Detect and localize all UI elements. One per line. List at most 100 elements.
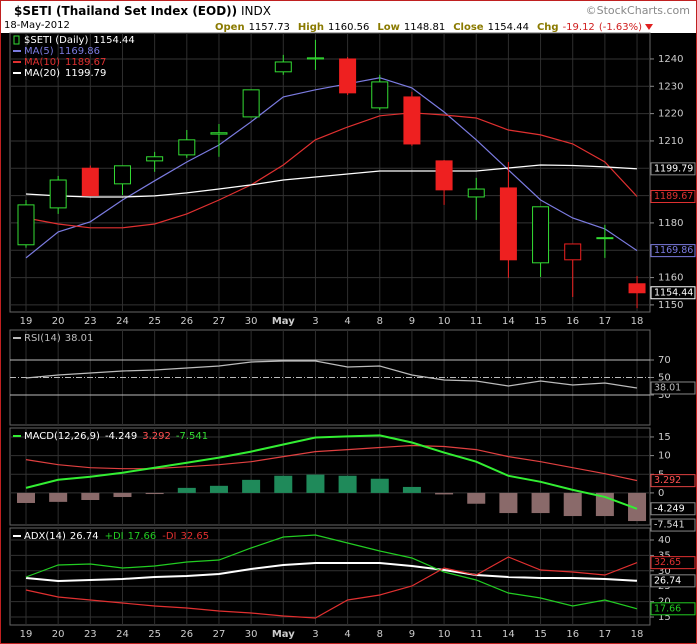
legend-entry: MA(20) 1199.79 xyxy=(24,68,106,79)
candle-body xyxy=(274,61,292,73)
x-tick-label: 18 xyxy=(631,629,644,640)
series-line xyxy=(25,360,638,389)
y-tick-label: 15 xyxy=(658,612,671,623)
panel-frame xyxy=(9,427,651,526)
series-line xyxy=(25,534,638,610)
candle-body xyxy=(371,81,389,109)
x-tick-label: 11 xyxy=(470,316,483,327)
y-tick-label: 20 xyxy=(658,597,671,608)
x-tick-label: 15 xyxy=(534,629,547,640)
legend-entry: MA(5) 1169.86 xyxy=(24,46,100,57)
x-tick-label: 3 xyxy=(312,316,318,327)
histogram-bar xyxy=(17,492,35,503)
histogram-bar xyxy=(306,474,325,493)
x-tick-label: 25 xyxy=(148,316,161,327)
value-tag: -4.249 xyxy=(654,503,685,514)
exchange: INDX xyxy=(241,4,271,18)
header-background xyxy=(0,0,697,33)
candle-body xyxy=(403,96,421,145)
candle-body xyxy=(628,283,646,294)
y-tick-label: 50 xyxy=(658,373,671,384)
legend-entry: RSI(14) 38.01 xyxy=(24,333,93,344)
value-tag-box xyxy=(650,574,696,588)
x-tick-label: 10 xyxy=(438,629,451,640)
histogram-bar xyxy=(563,492,582,517)
quote-label: High xyxy=(298,22,324,33)
x-tick-label: 4 xyxy=(344,629,350,640)
quote-label: Chg xyxy=(537,22,559,33)
series-line xyxy=(25,434,638,510)
legend-value: -4.249 xyxy=(105,431,137,442)
x-tick-label: 23 xyxy=(84,316,97,327)
y-tick-label: 15 xyxy=(658,432,671,443)
legend-name: MA(10) xyxy=(24,57,60,68)
panel-frame xyxy=(9,527,651,626)
candle-body xyxy=(435,160,453,191)
x-tick-label: 8 xyxy=(377,316,383,327)
x-tick-label: 14 xyxy=(502,629,515,640)
value-tag-box xyxy=(650,244,696,258)
x-tick-label: 30 xyxy=(245,316,258,327)
series-line xyxy=(25,562,638,583)
legend-value: 1154.44 xyxy=(93,35,134,46)
legend-name: +DI xyxy=(105,531,124,542)
histogram-bar xyxy=(435,492,454,495)
quote-label: Low xyxy=(377,22,399,33)
x-tick-label: 26 xyxy=(180,629,193,640)
quote-value: 1154.44 xyxy=(488,22,529,33)
candle-body xyxy=(210,132,228,135)
value-tag: -7.541 xyxy=(654,520,685,531)
quote-value: 1157.73 xyxy=(249,22,290,33)
value-tag: 1189.67 xyxy=(654,191,693,202)
x-tick-label: 15 xyxy=(534,316,547,327)
candle-body xyxy=(17,204,35,246)
histogram-bar xyxy=(145,492,164,495)
date: 18-May-2012 xyxy=(4,20,70,31)
histogram-bar xyxy=(209,485,228,493)
down-arrow xyxy=(645,24,653,30)
source: ©StockCharts.com xyxy=(586,4,690,17)
y-tick-label: 1240 xyxy=(658,54,683,65)
x-tick-label: May xyxy=(272,316,295,327)
quote-label: Open xyxy=(215,22,245,33)
histogram-bar xyxy=(628,492,647,522)
value-tag-box xyxy=(650,286,696,300)
series-line xyxy=(25,444,638,482)
histogram-bar xyxy=(531,492,550,514)
x-tick-label: 20 xyxy=(52,316,65,327)
x-tick-label: 3 xyxy=(312,629,318,640)
histogram-bar xyxy=(81,492,100,501)
x-tick-label: 27 xyxy=(213,629,226,640)
value-tag: 1169.86 xyxy=(654,245,693,256)
x-tick-label: 17 xyxy=(599,316,612,327)
y-tick-label: 1210 xyxy=(658,136,683,147)
series-line xyxy=(25,112,638,229)
quote: Open 1157.73 High 1160.56 Low 1148.81 Close 115… xyxy=(215,22,642,33)
value-tag: 26.74 xyxy=(654,575,681,586)
quote-change-percent: (-1.63%) xyxy=(599,22,642,33)
candle-body xyxy=(49,179,67,209)
legend-name: MA(20) xyxy=(24,68,60,79)
quote-value: 1148.81 xyxy=(404,22,445,33)
legend-icon xyxy=(13,35,20,45)
x-tick-label: 24 xyxy=(116,629,129,640)
x-tick-label: 16 xyxy=(566,316,579,327)
x-tick-label: 20 xyxy=(52,629,65,640)
legend-name: $SETI (Daily) xyxy=(24,35,88,46)
quote-value: 1160.56 xyxy=(328,22,369,33)
legend-name: RSI(14) xyxy=(24,333,61,344)
value-tag-box xyxy=(650,556,696,570)
y-tick-label: 0 xyxy=(658,488,664,499)
candle-body xyxy=(146,156,164,162)
y-tick-label: 40 xyxy=(658,535,671,546)
value-tag: 1154.44 xyxy=(654,287,693,298)
x-tick-label: 30 xyxy=(245,629,258,640)
y-tick-label: 35 xyxy=(658,550,671,561)
x-tick-label: 11 xyxy=(470,629,483,640)
x-tick-label: 18 xyxy=(631,316,644,327)
histogram-bar xyxy=(402,486,421,493)
x-tick-label: 8 xyxy=(377,629,383,640)
candle-body xyxy=(306,57,324,60)
candle-body xyxy=(499,187,517,261)
legend-name: -DI xyxy=(162,531,176,542)
